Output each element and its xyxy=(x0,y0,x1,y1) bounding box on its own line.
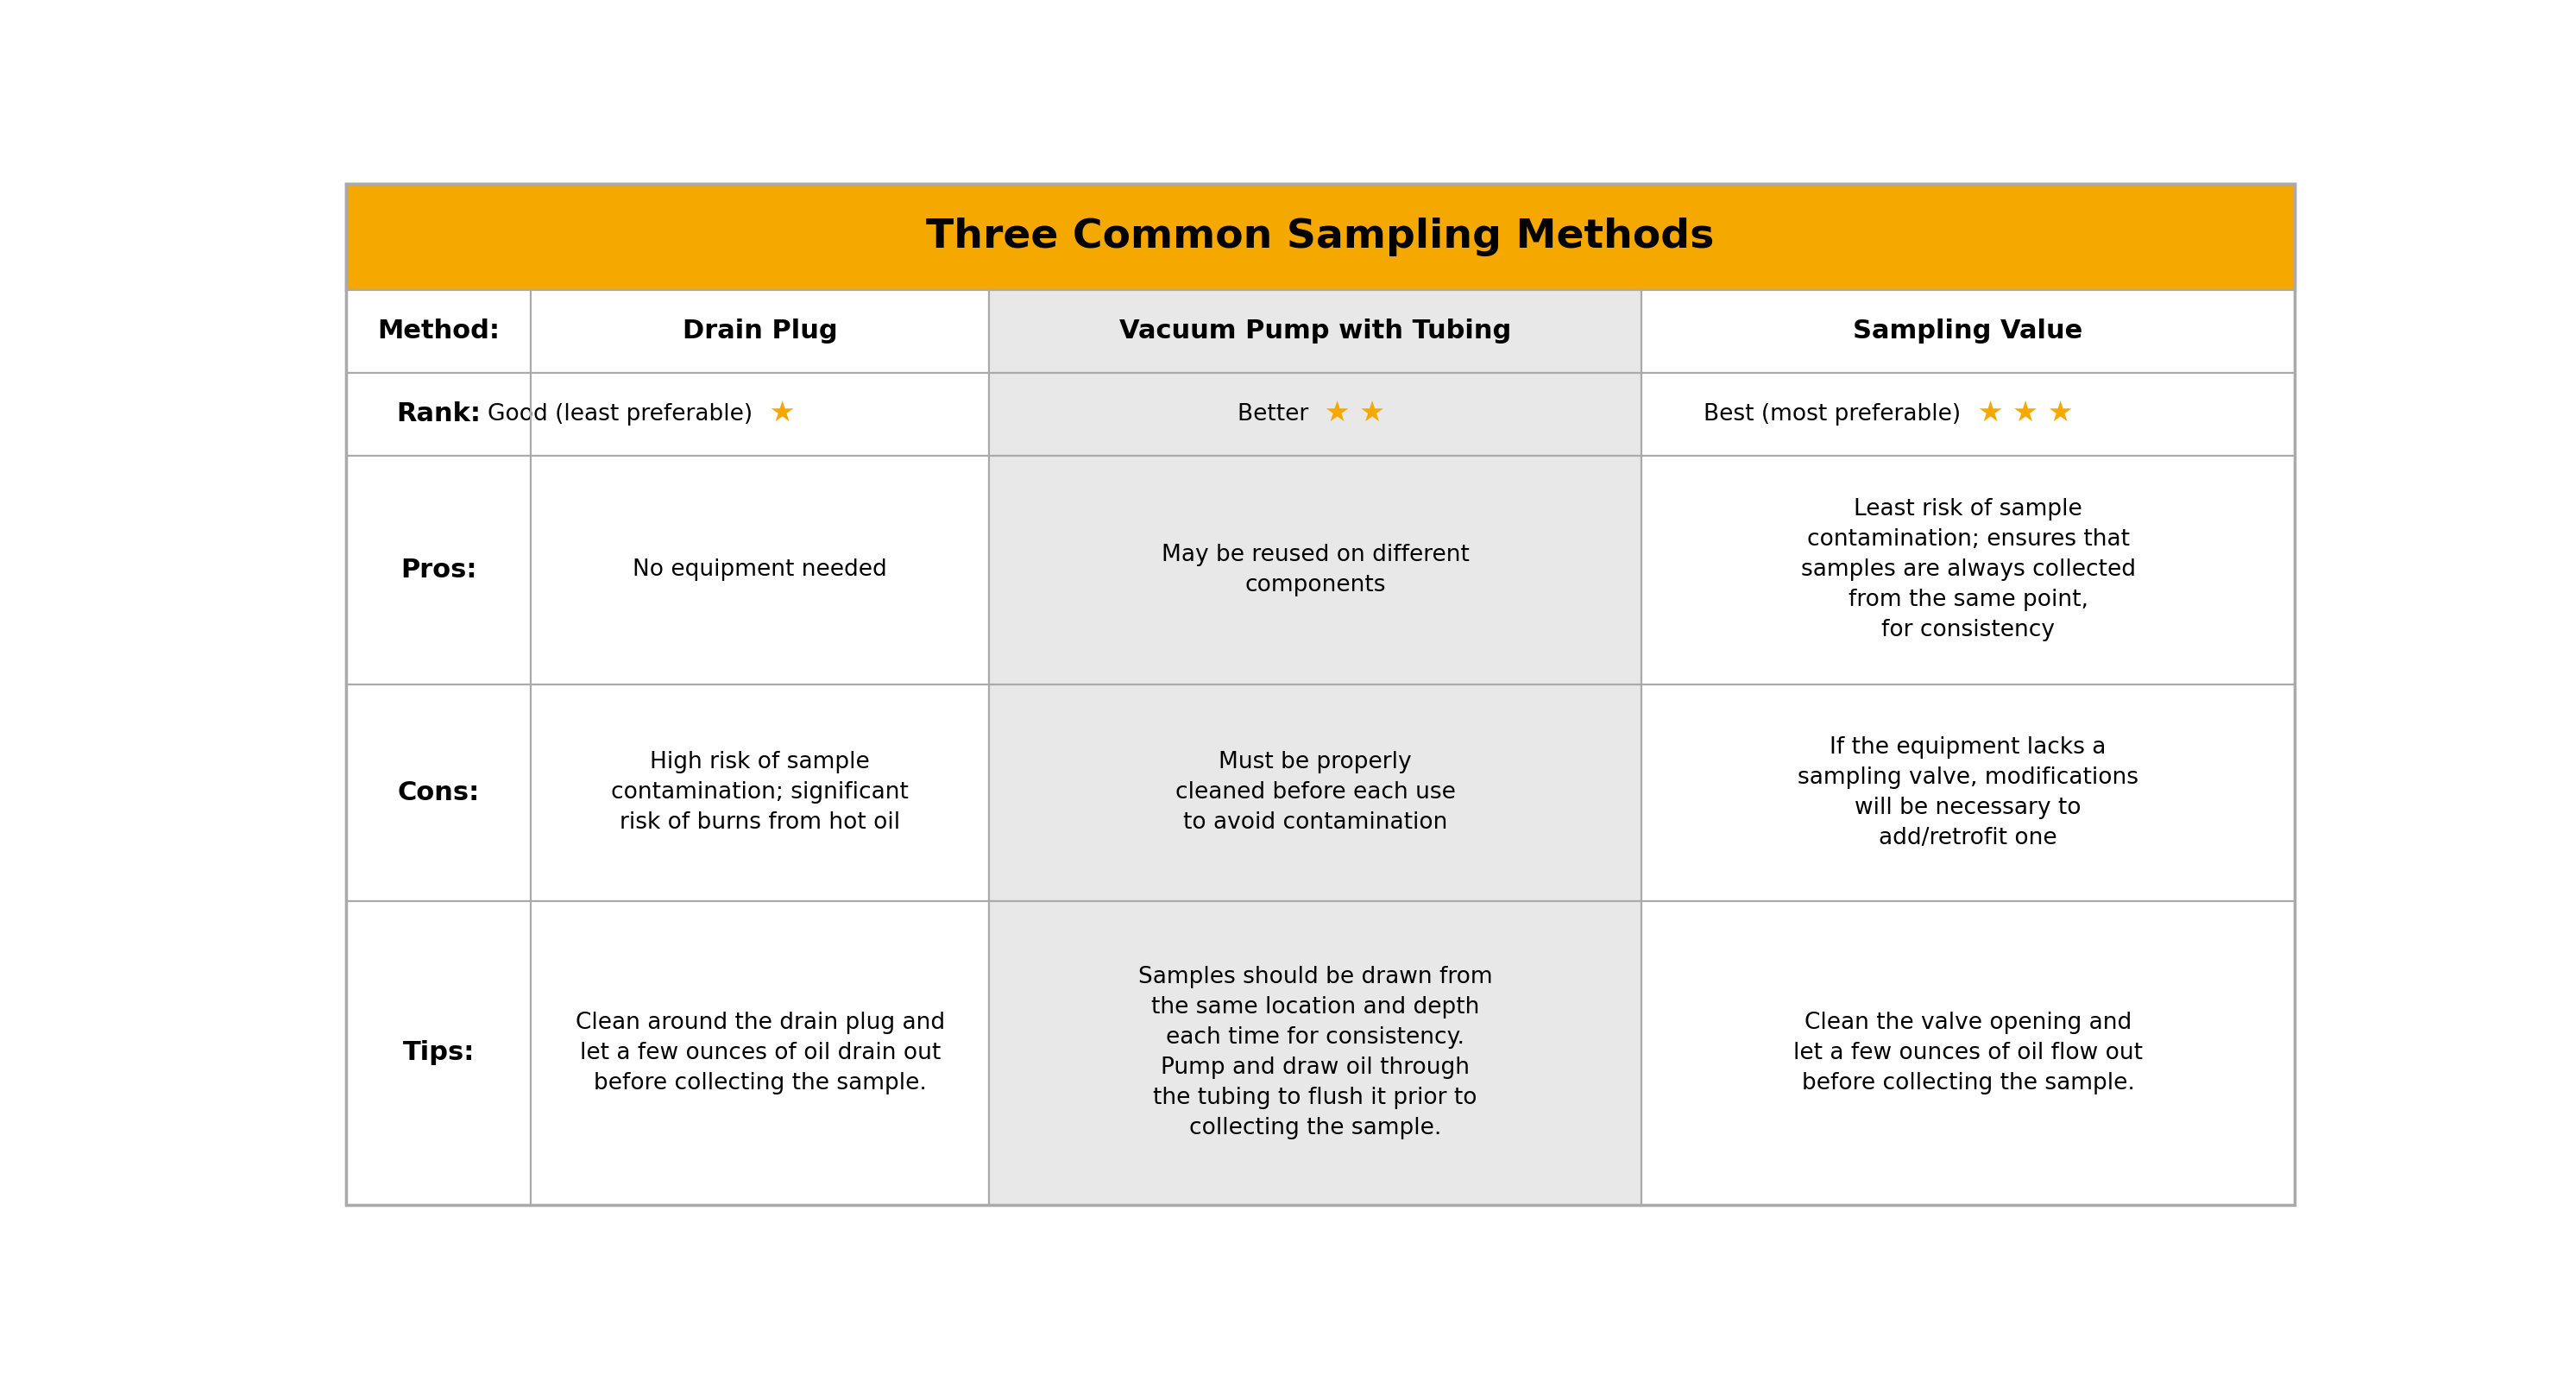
Bar xyxy=(345,685,531,901)
Bar xyxy=(989,901,1641,1204)
Text: ★ ★ ★: ★ ★ ★ xyxy=(1968,400,2081,429)
Text: No equipment needed: No equipment needed xyxy=(634,558,886,582)
Text: Clean the valve opening and
let a few ounces of oil flow out
before collecting t: Clean the valve opening and let a few ou… xyxy=(1793,1012,2143,1095)
Text: Samples should be drawn from
the same location and depth
each time for consisten: Samples should be drawn from the same lo… xyxy=(1139,967,1492,1140)
Text: Vacuum Pump with Tubing: Vacuum Pump with Tubing xyxy=(1121,319,1512,344)
Bar xyxy=(345,373,531,455)
Text: Good (least preferable): Good (least preferable) xyxy=(487,403,760,425)
Bar xyxy=(1641,455,2295,685)
Bar xyxy=(345,901,531,1204)
Bar xyxy=(345,184,2295,290)
Text: ★ ★: ★ ★ xyxy=(1316,400,1394,429)
Text: Clean around the drain plug and
let a few ounces of oil drain out
before collect: Clean around the drain plug and let a fe… xyxy=(574,1012,945,1095)
Bar xyxy=(531,455,989,685)
Text: Must be properly
cleaned before each use
to avoid contamination: Must be properly cleaned before each use… xyxy=(1175,751,1455,835)
Bar xyxy=(531,290,989,373)
Bar xyxy=(1641,685,2295,901)
Bar xyxy=(989,290,1641,373)
Bar xyxy=(531,373,989,455)
Bar xyxy=(989,373,1641,455)
Bar xyxy=(1641,901,2295,1204)
Text: Method:: Method: xyxy=(376,319,500,344)
Text: ★: ★ xyxy=(760,400,804,429)
Text: Cons:: Cons: xyxy=(397,780,479,806)
Text: Sampling Value: Sampling Value xyxy=(1852,319,2084,344)
Text: May be reused on different
components: May be reused on different components xyxy=(1162,543,1468,597)
Bar xyxy=(989,685,1641,901)
Bar xyxy=(989,455,1641,685)
Bar xyxy=(531,685,989,901)
Text: Least risk of sample
contamination; ensures that
samples are always collected
fr: Least risk of sample contamination; ensu… xyxy=(1801,499,2136,642)
Text: Rank:: Rank: xyxy=(397,401,482,426)
Bar xyxy=(531,901,989,1204)
Text: Tips:: Tips: xyxy=(402,1041,474,1066)
Text: Drain Plug: Drain Plug xyxy=(683,319,837,344)
Text: Best (most preferable): Best (most preferable) xyxy=(1703,403,1968,425)
Text: Pros:: Pros: xyxy=(399,558,477,583)
Text: Three Common Sampling Methods: Three Common Sampling Methods xyxy=(927,217,1713,256)
Text: If the equipment lacks a
sampling valve, modifications
will be necessary to
add/: If the equipment lacks a sampling valve,… xyxy=(1798,736,2138,850)
Bar xyxy=(1641,290,2295,373)
Bar xyxy=(345,455,531,685)
Bar xyxy=(345,290,531,373)
Bar xyxy=(1641,373,2295,455)
Text: High risk of sample
contamination; significant
risk of burns from hot oil: High risk of sample contamination; signi… xyxy=(611,751,909,835)
Text: Better: Better xyxy=(1236,403,1316,425)
